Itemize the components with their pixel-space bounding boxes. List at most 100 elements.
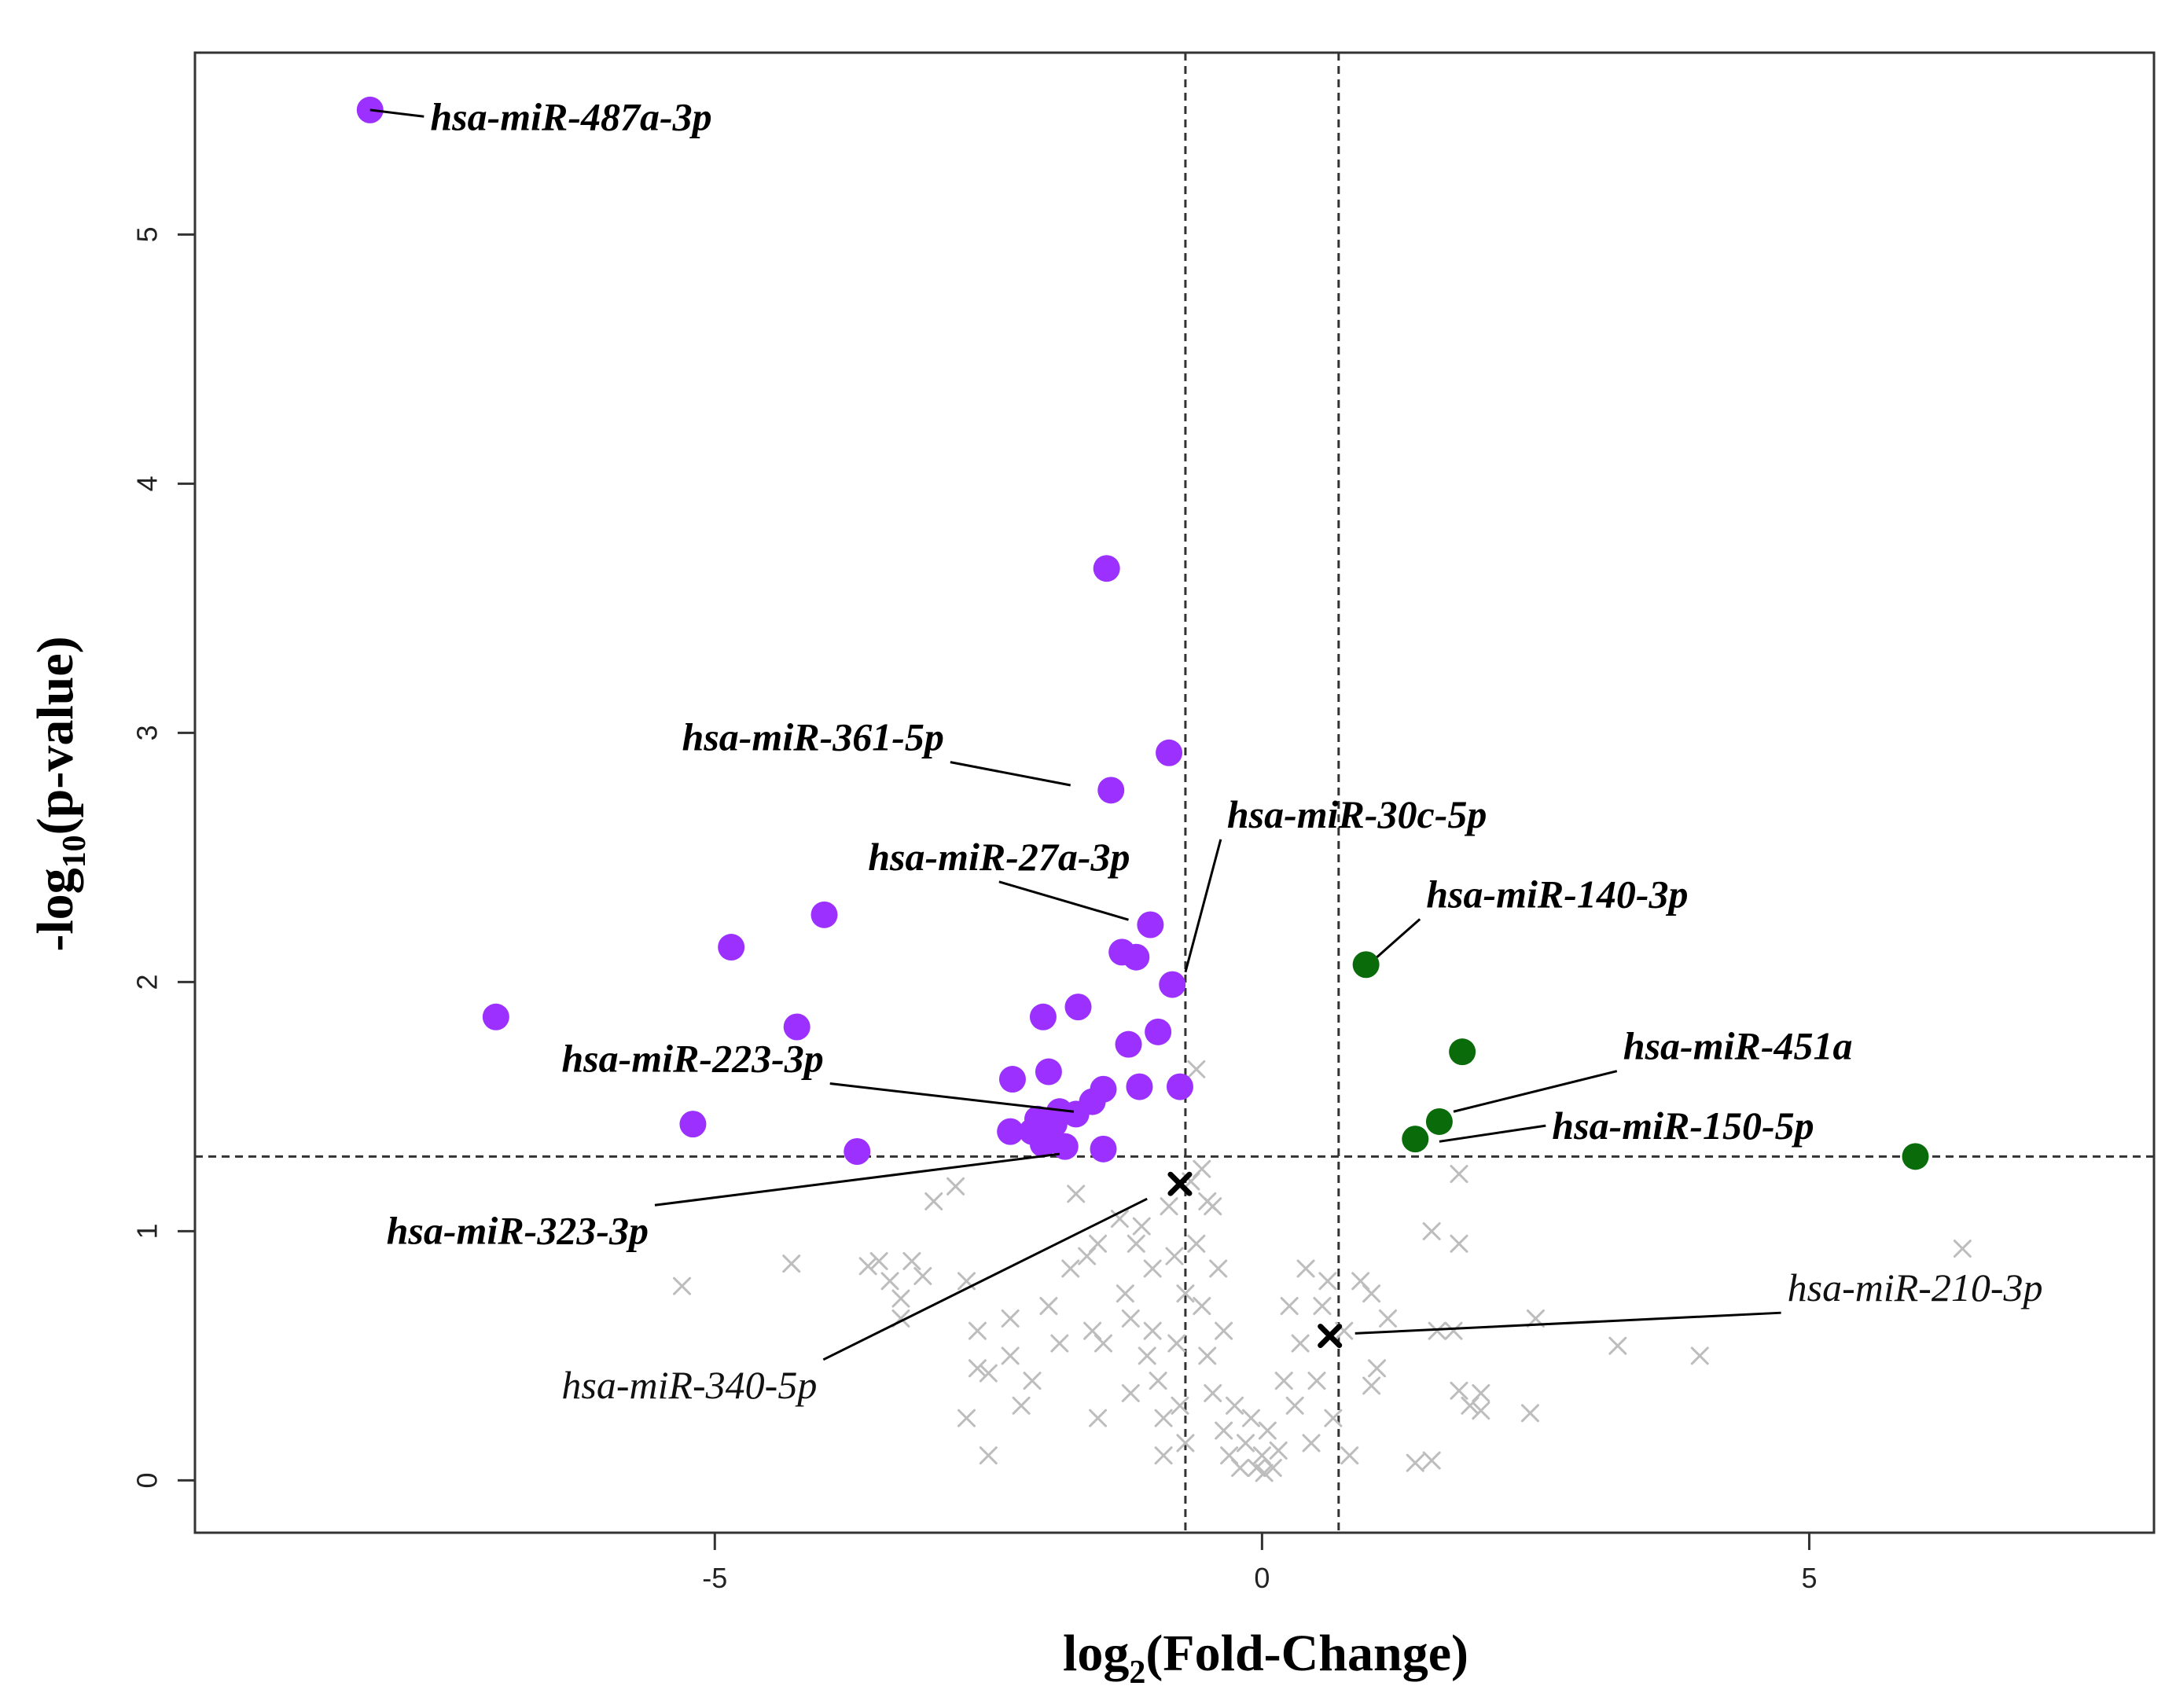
- ns-point-104-stroke-b: [1176, 1284, 1195, 1303]
- ns-point-21: [1012, 1396, 1031, 1415]
- ns-point-54-stroke-b: [1209, 1259, 1228, 1278]
- ns-point-92: [1450, 1381, 1468, 1400]
- annotation-label-11: hsa-miR-210-3p: [1788, 1265, 2043, 1309]
- highlight-point-2: [1318, 1324, 1343, 1349]
- x-tick-label-2: 0: [1254, 1562, 1270, 1594]
- down-point-27: [997, 1118, 1024, 1145]
- ns-point-37-stroke-b: [1138, 1346, 1156, 1365]
- ns-point-72-stroke-b: [1296, 1259, 1315, 1278]
- annotation-label-10: hsa-miR-340-5p: [561, 1363, 817, 1407]
- ns-point-98: [1608, 1336, 1627, 1355]
- y-axis-title-prefix: -log: [27, 868, 84, 951]
- ns-point-11-stroke-b: [946, 1177, 965, 1196]
- y-tick-label-2: 1: [131, 1223, 164, 1239]
- ns-point-62: [1247, 1459, 1266, 1478]
- ns-point-40-stroke-b: [1149, 1372, 1167, 1390]
- ns-point-76-stroke-b: [1318, 1272, 1337, 1291]
- ns-point-19: [1001, 1346, 1020, 1365]
- ns-point-55-stroke-b: [1215, 1321, 1233, 1340]
- up-point-5: [1902, 1143, 1929, 1170]
- ns-point-88: [1428, 1321, 1446, 1340]
- ns-point-68-stroke-b: [1274, 1372, 1293, 1390]
- ns-point-75-stroke-b: [1313, 1297, 1332, 1316]
- ns-point-22-stroke-b: [1039, 1297, 1058, 1316]
- ns-point-49: [1187, 1234, 1206, 1253]
- ns-point-13-stroke-b: [968, 1321, 987, 1340]
- ns-point-68: [1274, 1372, 1293, 1390]
- nonsignificant-points: [673, 1060, 1972, 1482]
- ns-point-37: [1138, 1346, 1156, 1365]
- ns-point-43-stroke-b: [1160, 1197, 1178, 1216]
- ns-point-60: [1236, 1434, 1255, 1453]
- ns-point-97: [1520, 1404, 1539, 1423]
- ns-point-91: [1450, 1165, 1468, 1184]
- ns-point-34-stroke-b: [1121, 1383, 1140, 1402]
- ns-point-38: [1143, 1259, 1162, 1278]
- ns-point-84-stroke-b: [1378, 1309, 1397, 1328]
- ns-point-6-stroke-b: [891, 1289, 910, 1308]
- up-point-1: [1352, 951, 1380, 979]
- ns-point-25: [1067, 1185, 1086, 1203]
- ns-point-33: [1121, 1309, 1140, 1328]
- ns-point-36: [1132, 1217, 1151, 1236]
- down-point-34: [1040, 1111, 1068, 1138]
- annotation-leader-1: [369, 108, 425, 118]
- annotation-label-3: hsa-miR-30c-5p: [1227, 792, 1487, 836]
- down-point-14: [783, 1013, 810, 1041]
- ns-point-16: [957, 1409, 976, 1427]
- ns-point-82-stroke-b: [1368, 1359, 1387, 1378]
- ns-point-52-stroke-b: [1204, 1383, 1222, 1402]
- ns-point-77-stroke-b: [1324, 1409, 1343, 1427]
- annotation-label-6: hsa-miR-223-3p: [561, 1037, 823, 1081]
- ns-point-3-stroke-b: [858, 1257, 877, 1276]
- ns-point-86: [1422, 1451, 1441, 1470]
- ns-point-96-stroke-b: [1526, 1309, 1545, 1328]
- ns-point-44: [1165, 1247, 1184, 1265]
- y-tick-label-4: 3: [131, 725, 164, 740]
- annotation-layer: hsa-miR-487a-3p hsa-miR-361-5p hsa-miR-30c…: [369, 94, 2043, 1407]
- down-point-11: [1064, 994, 1092, 1021]
- ns-point-31: [1110, 1210, 1129, 1229]
- ns-point-64-stroke-b: [1255, 1464, 1274, 1482]
- ns-point-50: [1193, 1297, 1211, 1316]
- x-tick-label-3: 5: [1801, 1562, 1817, 1594]
- ns-point-59-stroke-b: [1231, 1459, 1250, 1478]
- x-tick-label-1: -5: [702, 1562, 727, 1594]
- ns-point-99-stroke-b: [1690, 1346, 1709, 1365]
- annotation-leader-5: [1376, 918, 1421, 958]
- ns-point-61: [1241, 1409, 1260, 1427]
- annotation-leader-8: [1439, 1124, 1546, 1143]
- ns-point-88-stroke-b: [1428, 1321, 1446, 1340]
- down-point-20: [1035, 1058, 1062, 1085]
- ns-point-2: [782, 1254, 801, 1273]
- ns-point-70-stroke-b: [1285, 1396, 1304, 1415]
- ns-point-72: [1296, 1259, 1315, 1278]
- ns-point-70: [1285, 1396, 1304, 1415]
- x-axis-title: log2(Fold-Change): [1063, 1625, 1468, 1691]
- down-point-13: [482, 1003, 509, 1030]
- annotation-label-7: hsa-miR-451a: [1623, 1024, 1853, 1068]
- ns-point-3: [858, 1257, 877, 1276]
- y-tick-label-5: 4: [131, 476, 164, 491]
- ns-point-87-stroke-b: [1422, 1221, 1441, 1240]
- ns-point-43: [1160, 1197, 1178, 1216]
- ns-point-18-stroke-b: [1001, 1309, 1020, 1328]
- ns-point-32: [1116, 1284, 1134, 1303]
- ns-point-58: [1226, 1396, 1244, 1415]
- down-point-33: [844, 1137, 871, 1165]
- down-point-6: [1137, 911, 1164, 938]
- ns-point-54: [1209, 1259, 1228, 1278]
- ns-point-8-stroke-b: [913, 1266, 932, 1285]
- ns-point-52: [1204, 1383, 1222, 1402]
- ns-point-63-stroke-b: [1252, 1446, 1271, 1465]
- ns-point-23-stroke-b: [1050, 1334, 1069, 1353]
- x-axis-title-sub: 2: [1129, 1655, 1145, 1691]
- down-point-7: [718, 934, 745, 961]
- ns-point-29-stroke-b: [1094, 1334, 1113, 1353]
- ns-point-95: [1472, 1383, 1490, 1402]
- annotation-leader-2: [950, 761, 1071, 787]
- ns-point-39-stroke-b: [1143, 1321, 1162, 1340]
- ns-point-85-stroke-b: [1406, 1453, 1424, 1472]
- ns-point-34: [1121, 1383, 1140, 1402]
